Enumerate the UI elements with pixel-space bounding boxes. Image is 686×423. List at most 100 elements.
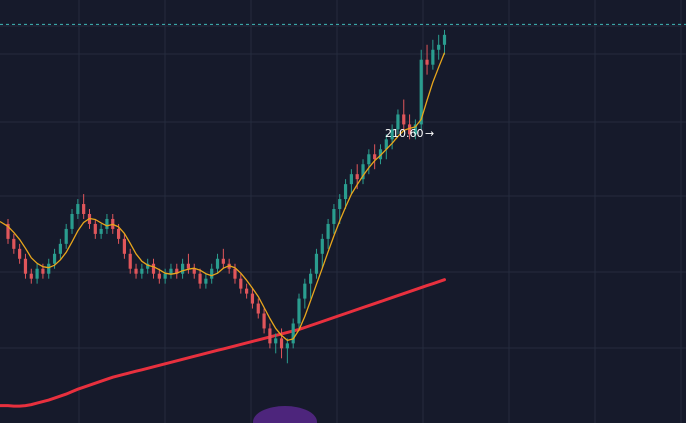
candle-body-66 — [390, 129, 394, 140]
candle-body-10 — [64, 228, 68, 244]
candles — [6, 29, 447, 364]
candle-body-8 — [52, 253, 57, 264]
slow-ma-layer — [0, 278, 446, 408]
candle-30 — [181, 258, 185, 279]
candle-body-41 — [245, 288, 249, 294]
candle-65 — [384, 134, 388, 160]
candle-46 — [274, 333, 278, 354]
candle-50 — [297, 293, 301, 329]
candle-33 — [198, 268, 202, 289]
candle-11 — [70, 209, 74, 234]
candle-body-71 — [419, 59, 423, 125]
candle-body-19 — [116, 228, 121, 239]
candle-body-35 — [210, 268, 214, 279]
candle-44 — [262, 308, 266, 334]
candle-body-39 — [233, 268, 237, 279]
candle-23 — [140, 263, 144, 279]
candle-53 — [314, 248, 319, 279]
candle-56 — [332, 204, 336, 234]
candle-body-5 — [35, 268, 39, 279]
candle-body-57 — [338, 199, 342, 210]
candle-body-50 — [297, 298, 301, 324]
candle-body-4 — [29, 273, 33, 279]
candle-10 — [64, 223, 68, 249]
candle-3 — [23, 253, 28, 279]
candle-body-65 — [384, 139, 388, 150]
candle-52 — [309, 268, 313, 299]
candle-body-74 — [437, 44, 441, 50]
candle-body-55 — [326, 223, 330, 239]
candle-31 — [186, 253, 191, 274]
fast-moving-average-line — [0, 52, 446, 342]
candle-37 — [221, 248, 225, 269]
fast-ma-layer — [0, 52, 446, 342]
candle-body-60 — [355, 174, 359, 180]
candle-body-34 — [204, 278, 208, 284]
candle-body-63 — [373, 154, 377, 160]
candle-49 — [291, 318, 295, 349]
candle-63 — [373, 144, 377, 170]
candle-70 — [413, 119, 417, 140]
candle-7 — [47, 258, 51, 279]
candle-51 — [303, 278, 307, 309]
highlight-layer — [253, 406, 317, 423]
candle-body-62 — [367, 154, 371, 165]
candle-body-44 — [262, 313, 266, 329]
candle-body-75 — [442, 34, 447, 45]
candle-body-28 — [169, 268, 173, 274]
candle-body-32 — [192, 268, 196, 274]
candle-27 — [163, 268, 167, 284]
candle-body-40 — [239, 278, 243, 289]
candle-body-31 — [186, 263, 191, 269]
candle-body-54 — [320, 238, 324, 254]
candle-body-70 — [413, 124, 417, 135]
candle-body-12 — [76, 204, 80, 214]
candle-body-29 — [175, 268, 179, 274]
candle-body-53 — [314, 253, 319, 274]
candle-74 — [437, 34, 441, 60]
candle-48 — [285, 338, 289, 364]
candle-body-51 — [303, 283, 307, 299]
candle-body-17 — [105, 218, 109, 229]
candle-body-9 — [58, 243, 62, 254]
candle-body-11 — [70, 213, 74, 229]
candle-2 — [18, 243, 22, 264]
candle-17 — [105, 213, 109, 234]
candle-1 — [12, 233, 16, 254]
last-price-label: 210.60 — [385, 127, 424, 140]
candle-5 — [35, 263, 39, 284]
candle-body-25 — [151, 263, 156, 274]
candle-body-42 — [250, 293, 255, 304]
candle-body-13 — [82, 204, 86, 214]
candle-body-3 — [23, 258, 28, 274]
candle-body-73 — [431, 49, 435, 65]
candle-body-47 — [279, 338, 284, 349]
candle-body-49 — [291, 323, 295, 344]
candle-body-68 — [402, 114, 406, 125]
candle-41 — [245, 283, 249, 299]
candle-68 — [402, 99, 406, 130]
candle-body-30 — [181, 263, 185, 274]
candle-16 — [99, 223, 103, 239]
candle-body-61 — [361, 164, 365, 180]
candle-body-26 — [157, 273, 161, 279]
candle-15 — [93, 218, 97, 239]
candle-body-45 — [268, 328, 272, 344]
candle-69 — [407, 114, 412, 140]
candle-9 — [58, 238, 62, 259]
candle-body-33 — [198, 273, 202, 284]
low-highlight-ellipse — [253, 406, 317, 423]
candle-24 — [146, 258, 150, 274]
candle-66 — [390, 124, 394, 150]
candle-57 — [338, 194, 342, 224]
candle-54 — [320, 233, 324, 269]
candle-body-24 — [146, 263, 150, 269]
candle-75 — [442, 29, 447, 55]
candle-47 — [279, 328, 284, 359]
candle-body-69 — [407, 124, 412, 135]
candle-body-64 — [378, 149, 383, 160]
candle-29 — [175, 263, 179, 279]
candle-28 — [169, 263, 173, 279]
